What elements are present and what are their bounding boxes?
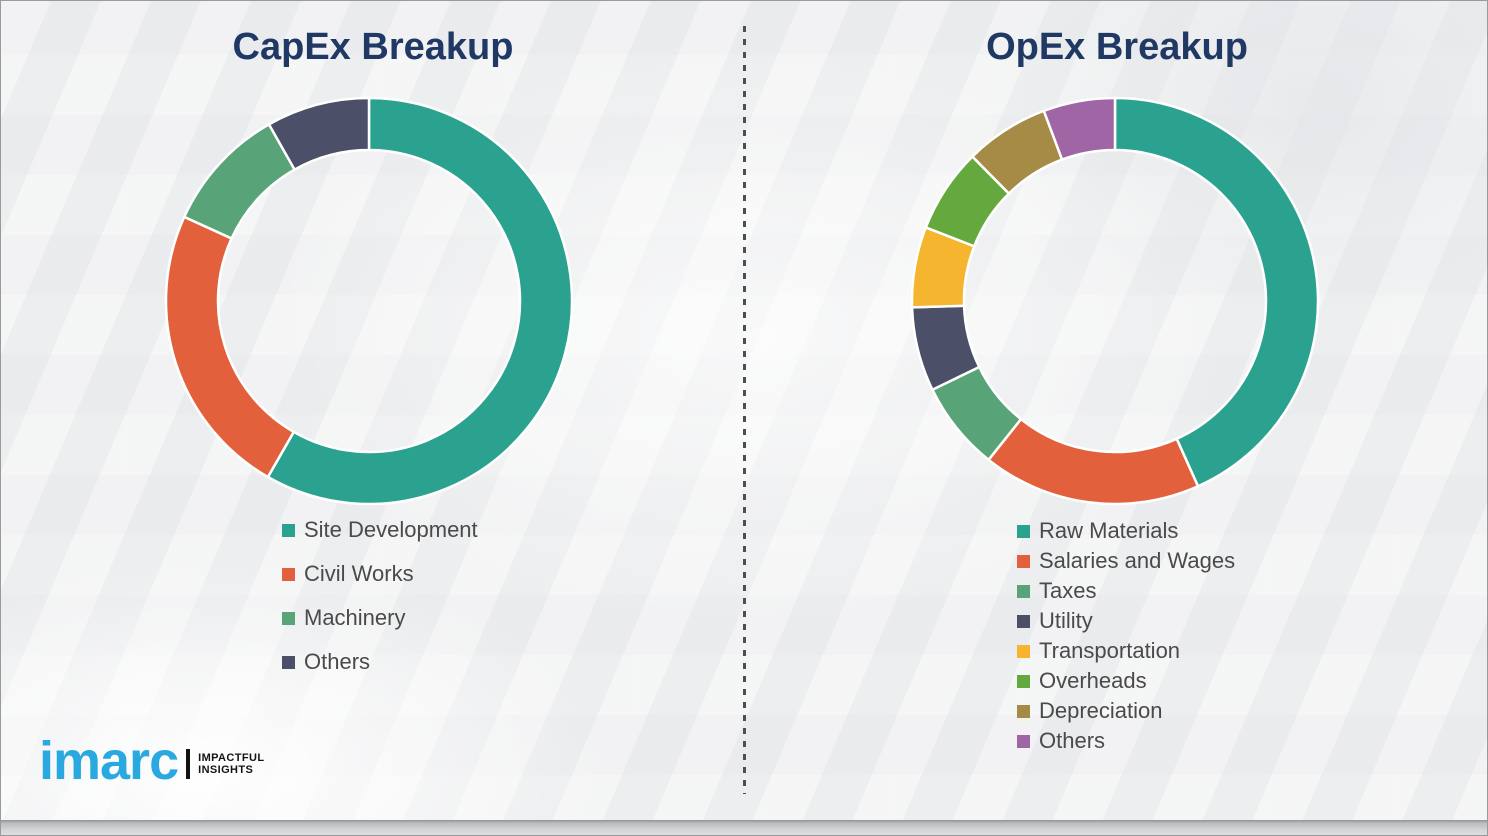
- legend-item-utility: Utility: [1017, 606, 1235, 636]
- legend-item-depreciation: Depreciation: [1017, 696, 1235, 726]
- legend-label: Depreciation: [1039, 698, 1163, 723]
- bottom-edge-strip: [1, 820, 1487, 835]
- legend-item-others: Others: [282, 640, 478, 684]
- legend-item-raw-materials: Raw Materials: [1017, 516, 1235, 546]
- legend-label: Others: [304, 649, 371, 674]
- legend-label: Transportation: [1039, 638, 1181, 663]
- legend-item-others: Others: [1017, 726, 1235, 756]
- capex-legend: Site Development Civil Works Machinery Othe…: [282, 508, 478, 684]
- panel-divider-dashed-line: [743, 26, 746, 794]
- legend-swatch-overheads: [1017, 674, 1030, 688]
- legend-item-salaries-and-wages: Salaries and Wages: [1017, 546, 1235, 576]
- logo-tagline: IMPACTFUL INSIGHTS: [198, 752, 264, 777]
- donut-segment-others: [267, 96, 371, 172]
- legend-label: Taxes: [1039, 578, 1097, 603]
- legend-item-taxes: Taxes: [1017, 576, 1235, 606]
- legend-label: Site Development: [304, 517, 478, 542]
- legend-item-site-development: Site Development: [282, 508, 478, 552]
- legend-label: Machinery: [304, 605, 406, 630]
- legend-swatch-taxes: [1017, 584, 1030, 598]
- donut-segment-salaries-and-wages: [986, 417, 1200, 506]
- legend-swatch-salaries-and-wages: [1017, 554, 1030, 568]
- legend-swatch-utility: [1017, 614, 1030, 628]
- legend-swatch-raw-materials: [1017, 524, 1030, 538]
- donut-segment-raw-materials: [1113, 96, 1320, 488]
- opex-donut-chart: [910, 96, 1320, 506]
- legend-label: Salaries and Wages: [1039, 548, 1236, 573]
- logo-tagline-line1: IMPACTFUL: [198, 751, 265, 764]
- legend-item-civil-works: Civil Works: [282, 552, 478, 596]
- opex-panel: OpEx Breakup Raw Materials Salaries and W…: [745, 1, 1487, 835]
- logo-tagline-line2: INSIGHTS: [198, 764, 254, 776]
- legend-label: Civil Works: [304, 561, 414, 586]
- opex-legend: Raw Materials Salaries and Wages Taxes Util…: [1017, 516, 1235, 756]
- opex-chart-title: OpEx Breakup: [986, 26, 1248, 68]
- legend-swatch-transportation: [1017, 644, 1030, 658]
- imarc-logo: imarc IMPACTFUL INSIGHTS: [39, 734, 264, 788]
- legend-swatch-machinery: [282, 611, 295, 625]
- legend-item-machinery: Machinery: [282, 596, 478, 640]
- legend-item-transportation: Transportation: [1017, 636, 1235, 666]
- donut-segment-others: [1042, 96, 1117, 162]
- legend-item-overheads: Overheads: [1017, 666, 1235, 696]
- legend-swatch-depreciation: [1017, 704, 1030, 718]
- legend-label: Utility: [1039, 608, 1093, 633]
- imarc-wordmark: imarc: [39, 731, 179, 791]
- donut-segment-civil-works: [164, 215, 296, 479]
- logo-divider-bar: [186, 749, 191, 779]
- legend-swatch-others: [1017, 734, 1030, 748]
- legend-label: Overheads: [1039, 668, 1147, 693]
- legend-label: Others: [1039, 728, 1106, 753]
- capex-chart-title: CapEx Breakup: [232, 26, 514, 68]
- capex-donut-chart: [164, 96, 574, 506]
- legend-swatch-site-development: [282, 523, 295, 537]
- legend-swatch-others: [282, 655, 295, 669]
- donut-segment-site-development: [266, 96, 574, 506]
- legend-label: Raw Materials: [1039, 518, 1179, 543]
- capex-panel: CapEx Breakup Site Development Civil Work…: [1, 1, 745, 835]
- legend-swatch-civil-works: [282, 567, 295, 581]
